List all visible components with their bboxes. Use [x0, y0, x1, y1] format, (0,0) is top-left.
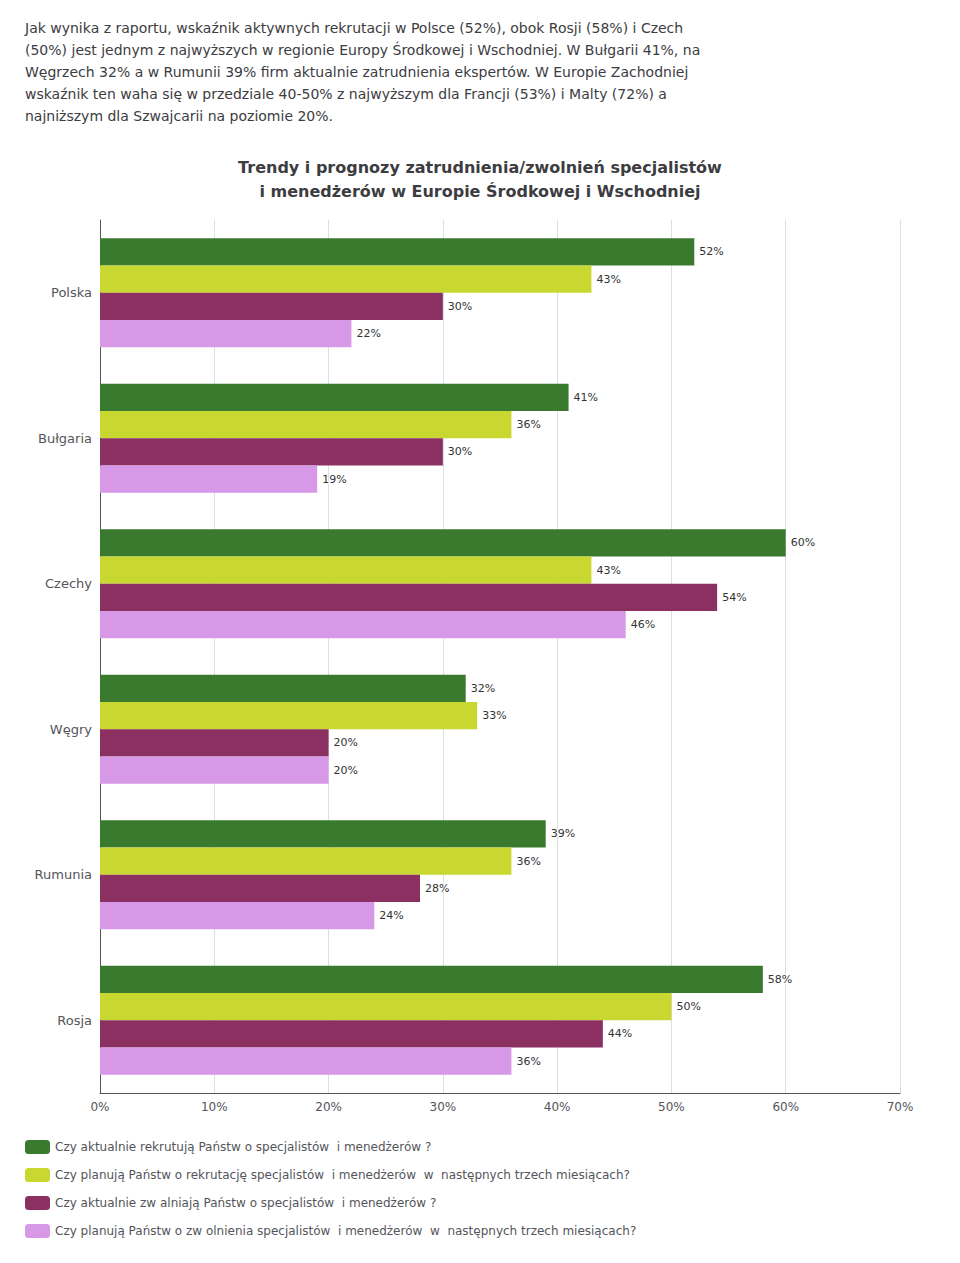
svg-text:Bułgaria: Bułgaria [38, 431, 92, 446]
svg-text:54%: 54% [722, 591, 746, 604]
svg-text:Rumunia: Rumunia [35, 867, 92, 882]
svg-text:20%: 20% [315, 1100, 342, 1114]
svg-text:50%: 50% [676, 1000, 700, 1013]
svg-text:58%: 58% [768, 973, 792, 986]
svg-text:Trendy i prognozy zatrudnienia: Trendy i prognozy zatrudnienia/zwolnień … [238, 158, 722, 177]
svg-text:(50%) jest jednym z najwyższyc: (50%) jest jednym z najwyższych w region… [25, 41, 700, 58]
svg-text:44%: 44% [608, 1027, 632, 1040]
svg-text:Czy planują Państw o zw olnien: Czy planują Państw o zw olnienia specjal… [55, 1224, 636, 1238]
svg-text:43%: 43% [596, 273, 620, 286]
svg-text:41%: 41% [574, 391, 598, 404]
svg-text:30%: 30% [430, 1100, 457, 1114]
svg-text:40%: 40% [544, 1100, 571, 1114]
svg-text:Czy planują Państw o rekrutacj: Czy planują Państw o rekrutację specjali… [55, 1168, 630, 1182]
svg-text:52%: 52% [699, 245, 723, 258]
svg-text:najniższym dla Szwajcarii na p: najniższym dla Szwajcarii na poziomie 20… [25, 108, 333, 124]
svg-text:Węgry: Węgry [50, 722, 92, 737]
svg-text:32%: 32% [471, 682, 495, 695]
svg-text:33%: 33% [482, 709, 506, 722]
svg-text:50%: 50% [658, 1100, 685, 1114]
svg-text:43%: 43% [596, 564, 620, 577]
svg-text:10%: 10% [201, 1100, 228, 1114]
svg-text:36%: 36% [516, 855, 540, 868]
svg-text:20%: 20% [334, 736, 358, 749]
svg-text:39%: 39% [551, 827, 575, 840]
svg-text:Czechy: Czechy [45, 576, 92, 591]
svg-text:22%: 22% [356, 327, 380, 340]
svg-text:46%: 46% [631, 618, 655, 631]
svg-text:70%: 70% [887, 1100, 914, 1114]
svg-text:Rosja: Rosja [57, 1013, 92, 1028]
svg-text:wskaźnik ten waha się w przedz: wskaźnik ten waha się w przedziale 40-50… [25, 86, 667, 102]
svg-text:30%: 30% [448, 445, 472, 458]
svg-text:36%: 36% [516, 1055, 540, 1068]
svg-text:36%: 36% [516, 418, 540, 431]
svg-text:Jak wynika z raportu, wskaźnik: Jak wynika z raportu, wskaźnik aktywnych… [24, 20, 683, 36]
svg-text:0%: 0% [90, 1100, 109, 1114]
svg-text:60%: 60% [772, 1100, 799, 1114]
svg-text:i menedżerów w Europie Środkow: i menedżerów w Europie Środkowej i Wscho… [259, 182, 700, 201]
svg-text:Czy aktualnie rekrutują Państw: Czy aktualnie rekrutują Państw o specjal… [55, 1140, 431, 1154]
svg-text:20%: 20% [334, 764, 358, 777]
svg-text:24%: 24% [379, 909, 403, 922]
svg-text:60%: 60% [791, 536, 815, 549]
svg-text:30%: 30% [448, 300, 472, 313]
svg-text:Węgrzech 32% a w Rumunii 39% f: Węgrzech 32% a w Rumunii 39% firm aktual… [25, 64, 688, 80]
svg-text:19%: 19% [322, 473, 346, 486]
svg-text:Polska: Polska [51, 285, 92, 300]
svg-text:28%: 28% [425, 882, 449, 895]
svg-text:Czy aktualnie zw alniają Państ: Czy aktualnie zw alniają Państw o specja… [55, 1196, 436, 1210]
